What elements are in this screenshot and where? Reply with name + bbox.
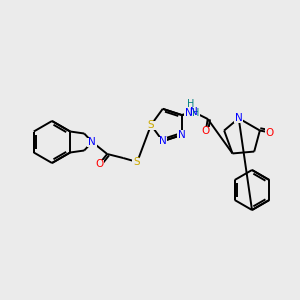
FancyBboxPatch shape [184, 109, 193, 118]
Text: N: N [235, 113, 243, 123]
Text: N: N [190, 107, 198, 117]
Text: H: H [192, 108, 200, 118]
Text: H: H [187, 99, 194, 109]
Text: S: S [148, 120, 154, 130]
Text: O: O [202, 126, 210, 136]
Text: S: S [134, 157, 140, 167]
FancyBboxPatch shape [132, 158, 142, 166]
FancyBboxPatch shape [158, 137, 167, 146]
Text: N: N [159, 136, 166, 146]
Text: N: N [88, 137, 96, 147]
Text: N: N [185, 108, 193, 118]
Text: O: O [266, 128, 274, 137]
FancyBboxPatch shape [146, 121, 156, 130]
FancyBboxPatch shape [234, 114, 243, 123]
FancyBboxPatch shape [177, 130, 186, 140]
FancyBboxPatch shape [265, 128, 275, 137]
FancyBboxPatch shape [187, 100, 195, 108]
FancyBboxPatch shape [201, 127, 211, 136]
FancyBboxPatch shape [189, 107, 198, 116]
Text: O: O [95, 159, 103, 169]
FancyBboxPatch shape [87, 137, 97, 146]
FancyBboxPatch shape [192, 109, 200, 118]
FancyBboxPatch shape [94, 160, 104, 169]
Text: N: N [178, 130, 186, 140]
